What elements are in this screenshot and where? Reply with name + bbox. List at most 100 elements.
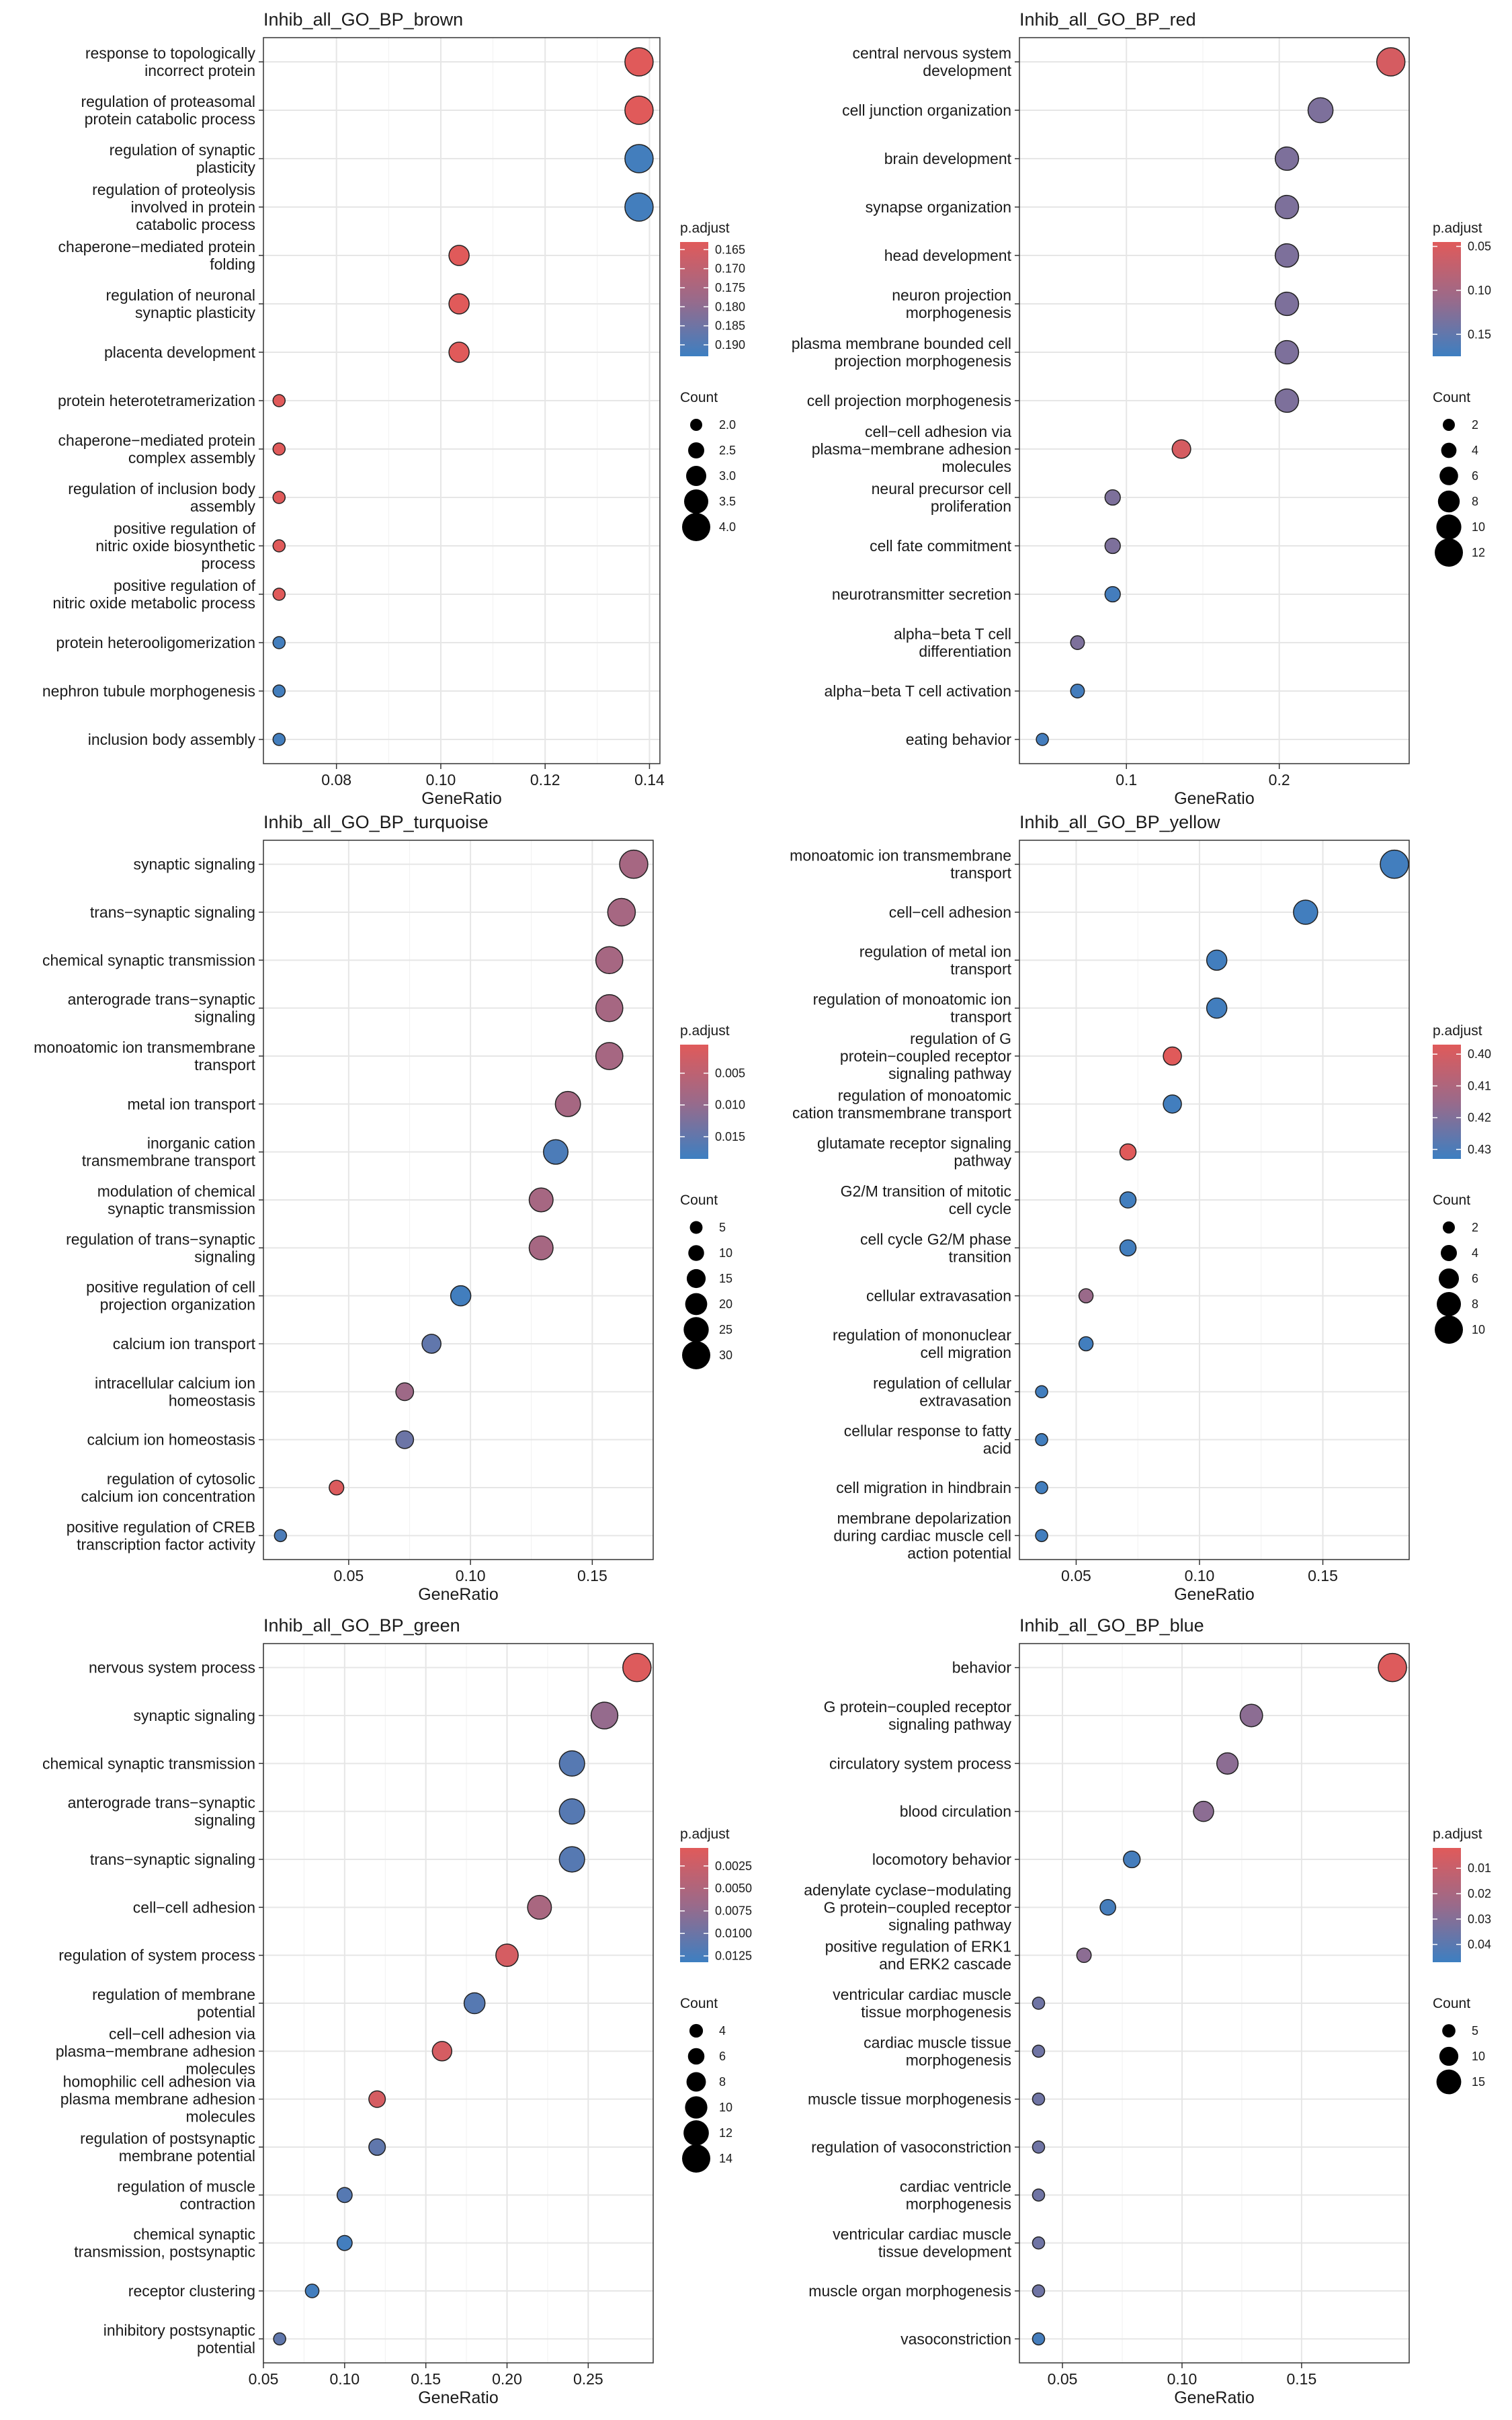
- data-point: [495, 1943, 519, 1968]
- legend-color-tick: 0.190: [715, 338, 745, 352]
- term-label: positive regulation of CREB: [67, 1518, 255, 1535]
- legend-color-title: p.adjust: [1433, 1826, 1482, 1842]
- data-point: [463, 1992, 486, 2015]
- x-tick-label: 0.10: [1185, 1567, 1215, 1584]
- legend-size-dot: [683, 2120, 709, 2146]
- data-point: [368, 2090, 386, 2108]
- term-label: plasma−membrane adhesion: [812, 440, 1011, 458]
- term-label: cell migration in hindbrain: [836, 1479, 1011, 1496]
- legend-color-tick: 0.0050: [715, 1882, 752, 1895]
- data-point: [274, 1529, 288, 1543]
- legend-size-title: Count: [1433, 390, 1470, 405]
- term-label: neuron projection: [892, 286, 1011, 304]
- term-label: modulation of chemical: [97, 1182, 255, 1200]
- term-label: molecules: [185, 2108, 255, 2126]
- term-label: central nervous system: [853, 44, 1011, 62]
- panel-title: Inhib_all_GO_BP_red: [1019, 9, 1196, 30]
- term-label: protein catabolic process: [85, 110, 255, 128]
- legend-size-dot: [1443, 419, 1455, 431]
- x-tick-label: 0.15: [1308, 1567, 1338, 1584]
- term-label: folding: [210, 255, 255, 273]
- term-label: membrane potential: [119, 2147, 255, 2165]
- term-label: and ERK2 cascade: [879, 1955, 1011, 1973]
- term-label: cell cycle: [949, 1200, 1011, 1217]
- panel-title: Inhib_all_GO_BP_brown: [263, 9, 463, 30]
- term-label: transcription factor activity: [77, 1535, 255, 1553]
- term-label: nitric oxide metabolic process: [52, 594, 255, 612]
- data-point: [1274, 243, 1300, 268]
- legend-size-dot: [688, 442, 704, 458]
- term-label: head development: [884, 247, 1012, 264]
- term-label: muscle organ morphogenesis: [808, 2282, 1011, 2300]
- term-label: vasoconstriction: [900, 2330, 1011, 2347]
- x-tick-label: 0.2: [1269, 771, 1290, 789]
- term-label: signaling pathway: [888, 1916, 1011, 1933]
- term-label: synapse organization: [866, 198, 1011, 216]
- term-label: transmembrane transport: [82, 1152, 256, 1170]
- legend-size-dot: [1439, 1268, 1459, 1289]
- term-label: process: [201, 555, 255, 572]
- term-label: signaling pathway: [888, 1065, 1011, 1082]
- x-tick-label: 0.15: [1286, 2370, 1316, 2388]
- data-point: [1032, 1997, 1046, 2010]
- term-label: acid: [983, 1440, 1011, 1457]
- term-label: regulation of metal ion: [859, 942, 1011, 960]
- term-label: synaptic transmission: [108, 1200, 255, 1217]
- data-point: [448, 341, 470, 363]
- legend-size-label: 5: [719, 1221, 726, 1234]
- data-point: [624, 47, 654, 77]
- data-point: [1070, 635, 1085, 650]
- term-label: homeostasis: [169, 1392, 255, 1409]
- term-label: cell−cell adhesion via: [109, 2025, 255, 2042]
- term-label: behavior: [952, 1659, 1012, 1677]
- data-point: [1293, 899, 1318, 925]
- plot-frame: [263, 840, 654, 1560]
- term-label: ventricular cardiac muscle: [833, 1986, 1011, 2003]
- legend-color-tick: 0.15: [1468, 327, 1491, 341]
- term-label: regulation of neuronal: [106, 286, 256, 304]
- data-point: [272, 442, 286, 456]
- term-label: cardiac ventricle: [900, 2177, 1011, 2195]
- plot-frame: [1019, 37, 1410, 764]
- term-label: G protein−coupled receptor: [824, 1698, 1012, 1716]
- x-axis-label: GeneRatio: [418, 2388, 499, 2407]
- data-point: [558, 1846, 585, 1873]
- legend-colorbar: [680, 1045, 708, 1159]
- data-point: [1163, 1094, 1182, 1114]
- term-label: adenylate cyclase−modulating: [804, 1881, 1011, 1898]
- term-label: locomotory behavior: [872, 1851, 1011, 1868]
- legend-color-tick: 0.170: [715, 262, 745, 276]
- term-label: extravasation: [919, 1392, 1011, 1409]
- legend-size-label: 2: [1472, 418, 1478, 432]
- legend-colorbar: [1433, 1045, 1461, 1159]
- term-label: molecules: [185, 2060, 255, 2077]
- term-label: signaling pathway: [888, 1716, 1011, 1733]
- x-tick-label: 0.14: [634, 771, 665, 789]
- data-point: [1274, 146, 1300, 171]
- x-tick-label: 0.08: [321, 771, 351, 789]
- data-point: [1274, 291, 1300, 317]
- legend-color-title: p.adjust: [680, 1023, 730, 1039]
- term-label: regulation of cellular: [873, 1374, 1011, 1392]
- x-tick-label: 0.05: [1048, 2370, 1078, 2388]
- data-point: [543, 1139, 569, 1165]
- term-label: morphogenesis: [906, 2195, 1011, 2212]
- term-label: regulation of monoatomic: [838, 1086, 1011, 1104]
- legend-color-tick: 0.175: [715, 281, 745, 294]
- data-point: [1104, 586, 1121, 603]
- term-label: anterograde trans−synaptic: [68, 991, 255, 1008]
- plot-frame: [263, 1643, 654, 2364]
- term-label: blood circulation: [900, 1803, 1011, 1820]
- term-label: cardiac muscle tissue: [864, 2033, 1011, 2051]
- term-label: muscle tissue morphogenesis: [808, 2091, 1011, 2108]
- data-point: [368, 2138, 386, 2156]
- legend-color-tick: 0.41: [1468, 1079, 1491, 1092]
- term-label: circulatory system process: [829, 1755, 1011, 1772]
- legend-size-dot: [1437, 1292, 1461, 1316]
- data-point: [1078, 1288, 1094, 1303]
- legend-size-title: Count: [1433, 1996, 1470, 2011]
- x-tick-label: 0.1: [1116, 771, 1137, 789]
- legend-size-label: 2.5: [719, 444, 736, 457]
- term-label: transmission, postsynaptic: [74, 2243, 255, 2261]
